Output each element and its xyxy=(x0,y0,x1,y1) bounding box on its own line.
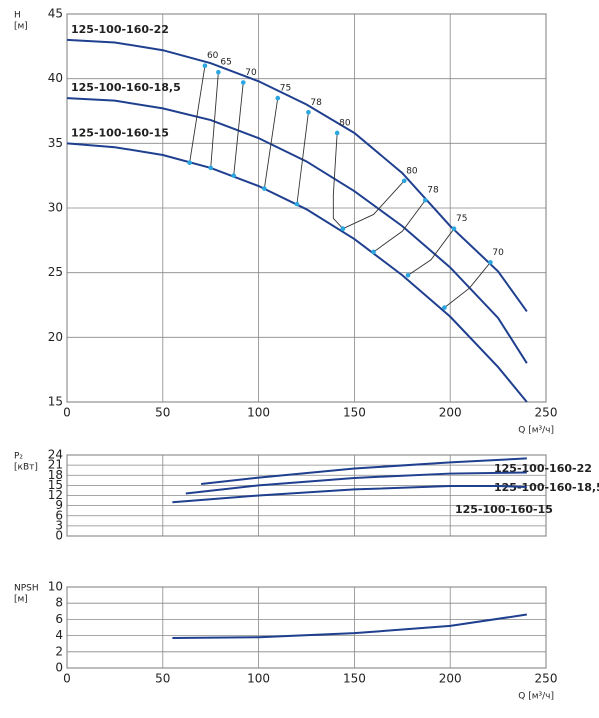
efficiency-line xyxy=(210,72,219,168)
efficiency-point xyxy=(240,80,246,85)
efficiency-point xyxy=(488,260,493,265)
y-axis-label: P₂ xyxy=(14,452,23,462)
y-axis-label: H xyxy=(14,11,21,21)
x-tick-label: 200 xyxy=(439,672,462,686)
efficiency-line xyxy=(263,98,279,189)
x-axis-label: Q [м³/ч] xyxy=(518,692,554,702)
efficiency-point xyxy=(231,173,236,178)
x-tick-label: 250 xyxy=(535,406,558,420)
efficiency-label: 78 xyxy=(310,98,322,108)
efficiency-point xyxy=(340,226,346,231)
efficiency-point xyxy=(306,109,311,115)
efficiency-point xyxy=(422,197,428,203)
efficiency-point xyxy=(401,178,407,184)
efficiency-point xyxy=(216,69,221,75)
efficiency-label: 75 xyxy=(280,84,291,94)
efficiency-line xyxy=(233,82,244,176)
x-tick-label: 0 xyxy=(63,406,71,420)
series-label: 125-100-160-22 xyxy=(71,23,169,36)
y-axis-label: [м] xyxy=(14,595,28,605)
y-tick-label: 12 xyxy=(48,488,63,502)
x-tick-label: 0 xyxy=(63,672,71,686)
efficiency-point xyxy=(202,63,208,69)
efficiency-point xyxy=(262,186,267,191)
y-tick-label: 40 xyxy=(48,71,63,85)
efficiency-point xyxy=(208,165,213,171)
curve xyxy=(66,38,528,313)
y-tick-label: 20 xyxy=(48,330,63,344)
plot-area xyxy=(66,586,547,669)
efficiency-line xyxy=(342,180,405,230)
efficiency-line xyxy=(373,199,426,253)
y-tick-label: 2 xyxy=(55,644,63,658)
efficiency-label: 78 xyxy=(427,186,439,196)
efficiency-point xyxy=(371,249,376,255)
efficiency-label: 65 xyxy=(220,58,231,68)
efficiency-label: 80 xyxy=(339,118,351,128)
y-tick-label: 15 xyxy=(48,478,63,492)
y-axis-label: [кВт] xyxy=(14,463,38,473)
y-tick-label: 45 xyxy=(48,7,63,21)
x-tick-label: 250 xyxy=(535,672,558,686)
y-tick-label: 21 xyxy=(48,458,63,472)
efficiency-label: 70 xyxy=(245,68,257,78)
y-tick-label: 8 xyxy=(55,596,63,610)
y-tick-label: 0 xyxy=(55,529,63,543)
efficiency-point xyxy=(405,272,411,278)
x-tick-label: 100 xyxy=(247,672,270,686)
efficiency-point xyxy=(294,201,300,207)
efficiency-point xyxy=(451,226,457,231)
efficiency-line xyxy=(444,262,491,308)
y-tick-label: 24 xyxy=(48,448,63,462)
y-tick-label: 15 xyxy=(48,395,63,409)
curve xyxy=(66,97,528,364)
x-tick-label: 100 xyxy=(247,406,270,420)
y-axis-label: NPSH xyxy=(14,584,39,594)
series-label: 125-100-160-18,5 xyxy=(494,481,599,494)
curve xyxy=(201,457,527,486)
curve xyxy=(172,613,527,640)
y-tick-label: 10 xyxy=(48,580,63,594)
y-tick-label: 3 xyxy=(55,518,63,532)
efficiency-point xyxy=(334,130,340,136)
curve xyxy=(172,485,527,504)
curve xyxy=(66,142,528,403)
x-tick-label: 200 xyxy=(439,406,462,420)
y-tick-label: 4 xyxy=(55,628,63,642)
series-label: 125-100-160-18,5 xyxy=(71,81,181,94)
x-tick-label: 50 xyxy=(155,672,170,686)
efficiency-label: 60 xyxy=(207,51,219,61)
efficiency-point xyxy=(275,95,281,101)
efficiency-line xyxy=(407,228,455,276)
efficiency-label: 80 xyxy=(406,166,418,176)
curve xyxy=(185,471,527,495)
x-axis-label: Q [м³/ч] xyxy=(518,426,554,436)
y-tick-label: 6 xyxy=(55,612,63,626)
y-tick-label: 6 xyxy=(55,508,63,522)
y-tick-label: 30 xyxy=(48,201,63,215)
efficiency-point xyxy=(442,305,447,310)
x-tick-label: 150 xyxy=(343,406,366,420)
y-tick-label: 0 xyxy=(55,661,63,675)
y-tick-label: 9 xyxy=(55,498,63,512)
y-axis-label: [м] xyxy=(14,22,28,32)
efficiency-line xyxy=(189,65,206,163)
efficiency-line xyxy=(332,132,344,229)
x-tick-label: 50 xyxy=(155,406,170,420)
y-tick-label: 25 xyxy=(48,265,63,279)
efficiency-label: 75 xyxy=(456,214,467,224)
x-tick-label: 150 xyxy=(343,672,366,686)
y-tick-label: 18 xyxy=(48,468,63,482)
efficiency-line xyxy=(296,112,309,205)
series-label: 125-100-160-15 xyxy=(71,126,169,139)
efficiency-label: 70 xyxy=(492,248,504,258)
series-label: 125-100-160-15 xyxy=(455,503,553,516)
y-tick-label: 35 xyxy=(48,136,63,150)
efficiency-point xyxy=(187,160,192,166)
